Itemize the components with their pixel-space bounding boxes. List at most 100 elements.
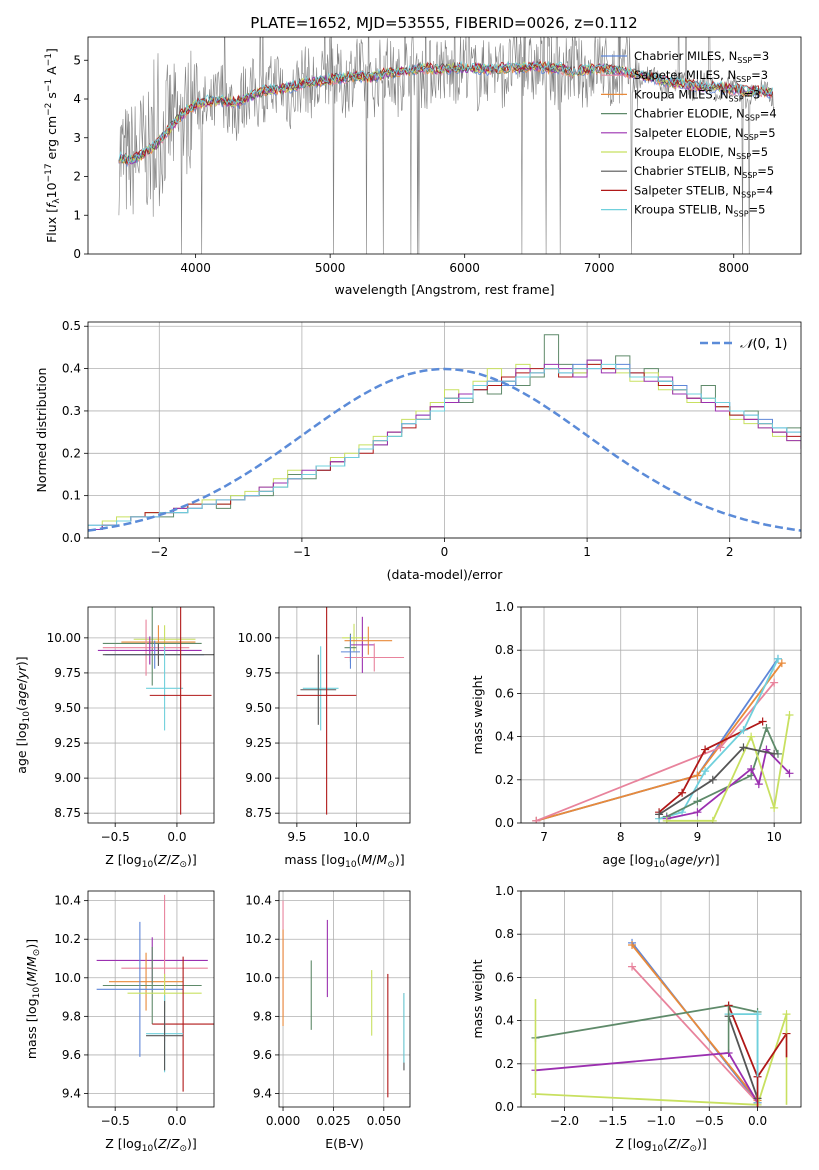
legend-label-part: SSP xyxy=(736,75,751,84)
errorbar-salpeter_elodie xyxy=(350,616,375,673)
x-tick-label: 7 xyxy=(540,830,548,844)
label-part: erg cm xyxy=(44,116,59,164)
series-marker xyxy=(716,743,725,752)
label-part: )] xyxy=(697,1136,707,1151)
label-part: M xyxy=(24,971,39,982)
x-tick-label: −1.0 xyxy=(646,1114,675,1128)
y-tick-label: 0.5 xyxy=(62,319,81,333)
legend-entry-chabrier_miles: Chabrier MILES, NSSP=3 xyxy=(601,49,769,65)
y-tick-label: 0.2 xyxy=(495,773,514,787)
histogram-salpeter_stelib xyxy=(88,363,801,538)
series-marker xyxy=(747,765,756,773)
y-tick-label: 4 xyxy=(73,92,81,106)
series-marker xyxy=(785,769,794,778)
series-line xyxy=(631,944,759,1102)
label-part: λ xyxy=(52,198,62,204)
legend-label: Kroupa ELODIE, NSSP=5 xyxy=(634,145,768,161)
label-part: −2 xyxy=(44,103,54,116)
legend-normal: 𝒩(0, 1) xyxy=(700,337,787,352)
histogram-kroupa_elodie xyxy=(88,363,801,538)
x-tick-label: 0.0 xyxy=(167,830,186,844)
y-tick-label: 9.25 xyxy=(54,736,81,750)
label-part: Z [log xyxy=(105,852,141,867)
label-part: ( xyxy=(14,706,29,711)
y-tick-label: 0.8 xyxy=(495,643,514,657)
x-axis-label: (data-model)/error xyxy=(387,567,504,582)
panel-age_vs_mass: 9.5 10.0 8.75 9.00 9.25 9.50 9.75 10.00 mass [lo… xyxy=(238,606,411,870)
x-tick-label: 10.0 xyxy=(343,830,370,844)
series-line xyxy=(536,662,783,822)
y-axis-label: mass [log10(M/M⊙)] xyxy=(24,939,42,1059)
errorbar-salpeter_stelib xyxy=(149,607,212,815)
label-part: M xyxy=(362,852,373,867)
axes-frame xyxy=(87,321,802,539)
y-tick-label: 9.6 xyxy=(62,1048,81,1062)
legend-entry-salpeter_miles: Salpeter MILES, NSSP=3 xyxy=(601,68,768,84)
legend-label: Chabrier ELODIE, NSSP=4 xyxy=(634,107,777,123)
series-marker xyxy=(770,749,779,758)
y-tick-label: 9.4 xyxy=(62,1087,81,1101)
panel-residuals: −2 −1 0 1 2 0.0 0.1 0.2 0.3 0.4 0.5 𝒩(0, 1) (data-mo… xyxy=(34,319,802,582)
y-tick-label: 9.50 xyxy=(54,701,81,715)
label-part: )] xyxy=(24,939,39,949)
series-marker xyxy=(739,726,748,735)
y-tick-label: 0.1 xyxy=(62,489,81,503)
label-part: s xyxy=(44,92,59,103)
plot-area xyxy=(96,894,214,1092)
series-marker xyxy=(693,797,702,806)
y-tick-label: 9.25 xyxy=(245,736,272,750)
plot-area xyxy=(118,37,775,254)
errorbar-salpeter_stelib xyxy=(296,607,357,815)
x-axis-label: Z [log10(Z/Z⊙)] xyxy=(615,1136,707,1154)
y-tick-label: 0.2 xyxy=(495,1057,514,1071)
label-part: Flux [ xyxy=(44,208,59,243)
label-part: / xyxy=(14,678,29,683)
y-tick-label: 9.8 xyxy=(62,1009,81,1023)
legend-label-part: SSP xyxy=(744,133,759,142)
series-marker xyxy=(701,745,710,754)
y-tick-label: 9.8 xyxy=(253,1009,272,1023)
y-axis-label: age [log10(age/yr)] xyxy=(14,656,32,773)
label-part: E(B-V) xyxy=(325,1136,364,1151)
errorbar-kroupa_miles xyxy=(344,626,393,655)
legend-label-part: Salpeter STELIB, N xyxy=(634,183,741,197)
y-tick-label: 10.0 xyxy=(54,971,81,985)
label-part: 10 xyxy=(652,1144,664,1154)
x-tick-label: 7000 xyxy=(584,261,615,275)
series-marker xyxy=(747,732,756,741)
legend-entry-salpeter_stelib: Salpeter STELIB, NSSP=4 xyxy=(601,183,773,199)
x-tick-label: 9.5 xyxy=(287,830,306,844)
x-tick-label: −2.0 xyxy=(550,1114,579,1128)
series-chabrier_miles xyxy=(532,654,782,823)
legend-label-part: =3 xyxy=(752,49,769,63)
legend-label-part: =5 xyxy=(749,203,766,217)
errorbar-kroupa_stelib xyxy=(302,646,339,731)
x-tick-label: 6000 xyxy=(449,261,480,275)
y-axis-label: mass weight xyxy=(470,959,485,1038)
histogram-chabrier_miles xyxy=(88,363,801,538)
label-part: / xyxy=(167,1136,172,1151)
plot-area xyxy=(97,607,214,815)
series-chabrier_elodie xyxy=(531,1001,762,1042)
y-tick-label: 9.75 xyxy=(245,666,272,680)
series-line xyxy=(536,658,779,822)
axes-frame xyxy=(520,606,802,824)
series-marker xyxy=(762,723,771,732)
legend-label: Chabrier STELIB, NSSP=5 xyxy=(634,164,774,180)
label-part: ( xyxy=(153,1136,158,1151)
y-axis-label: Flux [fλ10−17 erg cm−2 s−1 A−1] xyxy=(44,48,62,243)
legend-label: 𝒩(0, 1) xyxy=(740,337,787,352)
series-marker xyxy=(770,678,779,687)
label-part: ⊙ xyxy=(32,949,42,957)
legend-label-part: Kroupa STELIB, N xyxy=(634,203,734,217)
label-part: ( xyxy=(663,1136,668,1151)
x-tick-label: 8000 xyxy=(718,261,749,275)
series-marker xyxy=(773,654,782,663)
panel-massweight_vs_Z: −2.0 −1.5 −1.0 −0.5 0.0 0.0 0.2 0.4 0.6 0.8 1.0 Z [… xyxy=(470,884,802,1154)
series-marker xyxy=(701,767,710,776)
y-tick-label: 10.00 xyxy=(47,631,81,645)
y-tick-label: 1 xyxy=(73,208,81,222)
y-tick-label: 9.50 xyxy=(245,701,272,715)
x-tick-label: 9 xyxy=(694,830,702,844)
